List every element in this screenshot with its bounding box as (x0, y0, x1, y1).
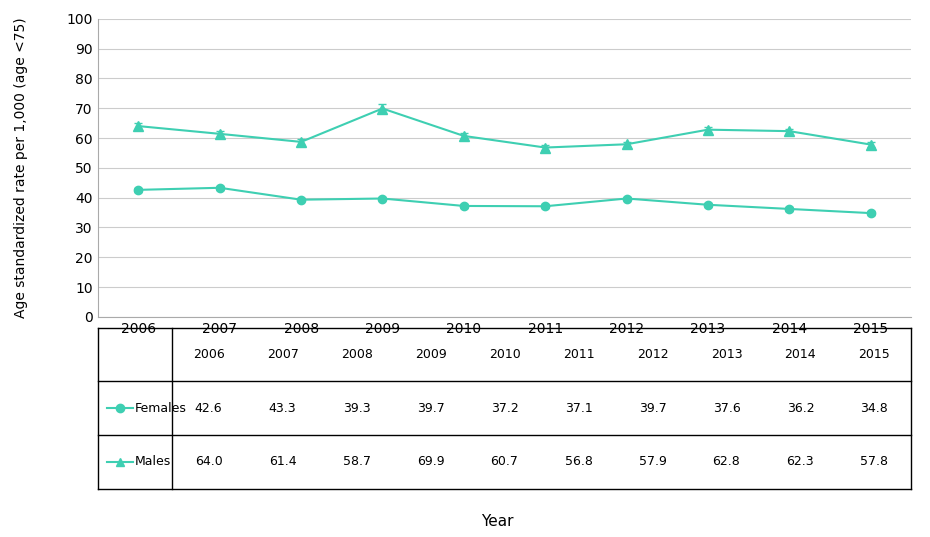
Text: 39.7: 39.7 (639, 402, 667, 415)
Text: 2006: 2006 (193, 348, 224, 361)
Text: 2015: 2015 (858, 348, 890, 361)
Text: 2010: 2010 (488, 348, 521, 361)
Text: 37.2: 37.2 (491, 402, 518, 415)
Text: 62.8: 62.8 (712, 455, 740, 468)
Text: 36.2: 36.2 (787, 402, 815, 415)
Text: 60.7: 60.7 (491, 455, 518, 468)
Text: 37.6: 37.6 (712, 402, 740, 415)
Text: 2012: 2012 (637, 348, 669, 361)
Text: Females: Females (135, 402, 187, 415)
Text: 34.8: 34.8 (860, 402, 888, 415)
Text: 2014: 2014 (785, 348, 817, 361)
Text: 61.4: 61.4 (269, 455, 297, 468)
Text: 69.9: 69.9 (417, 455, 445, 468)
Text: 37.1: 37.1 (565, 402, 592, 415)
Text: 2011: 2011 (563, 348, 594, 361)
Text: Year: Year (482, 514, 513, 529)
Text: 57.8: 57.8 (860, 455, 888, 468)
Text: 2007: 2007 (267, 348, 299, 361)
Text: 43.3: 43.3 (269, 402, 297, 415)
Text: 56.8: 56.8 (565, 455, 592, 468)
Text: 39.3: 39.3 (343, 402, 370, 415)
Text: Males: Males (135, 455, 171, 468)
Text: 58.7: 58.7 (342, 455, 370, 468)
Y-axis label: Age standardized rate per 1,000 (age <75): Age standardized rate per 1,000 (age <75… (15, 18, 29, 318)
Text: 62.3: 62.3 (787, 455, 815, 468)
Text: 2009: 2009 (415, 348, 446, 361)
Text: 39.7: 39.7 (417, 402, 445, 415)
Text: 2013: 2013 (711, 348, 742, 361)
Text: 2008: 2008 (340, 348, 373, 361)
Text: 57.9: 57.9 (639, 455, 667, 468)
Text: 42.6: 42.6 (194, 402, 222, 415)
Text: 64.0: 64.0 (194, 455, 222, 468)
